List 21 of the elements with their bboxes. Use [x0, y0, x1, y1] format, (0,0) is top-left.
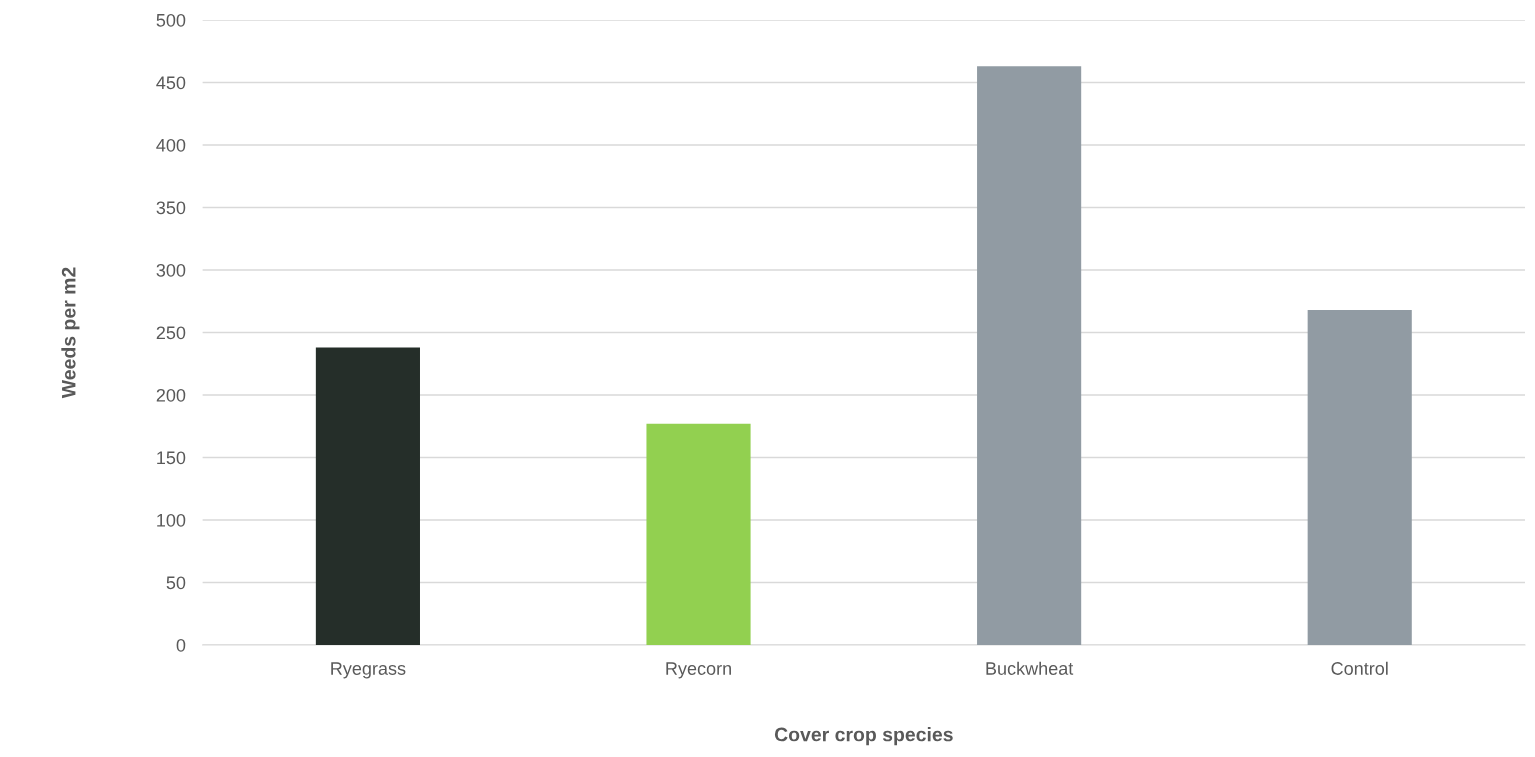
y-tick-label: 0	[176, 638, 186, 652]
bar	[646, 423, 751, 645]
y-tick-label: 150	[157, 451, 186, 465]
y-tick-label: 500	[156, 13, 186, 27]
y-tick-label: 450	[156, 76, 186, 90]
x-tick-label: Ryegrass	[331, 662, 406, 679]
bar	[977, 66, 1082, 645]
x-axis-title: Cover crop species	[774, 727, 953, 746]
x-tick-label: Control	[1331, 661, 1388, 675]
bar	[1307, 309, 1412, 645]
y-tick-label: 400	[156, 138, 186, 152]
bar	[315, 347, 420, 645]
y-axis-title: Weeds per m2	[61, 267, 80, 399]
y-tick-label: 100	[157, 513, 186, 527]
y-tick-label: 350	[156, 201, 186, 215]
y-tick-label: 250	[156, 326, 186, 340]
y-tick-label: 200	[156, 388, 186, 402]
x-tick-label: Buckwheat	[986, 661, 1074, 675]
x-tick-label: Ryecorn	[666, 662, 731, 679]
y-tick-label: 50	[166, 576, 186, 590]
y-tick-label: 300	[156, 263, 186, 277]
